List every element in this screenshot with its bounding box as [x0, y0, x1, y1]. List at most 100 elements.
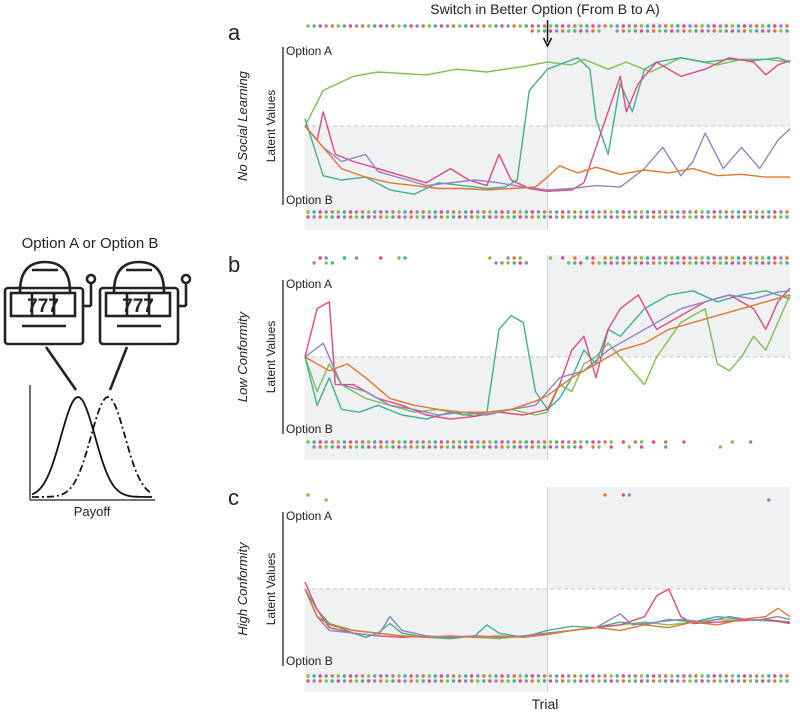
choice-dot-option-a [755, 24, 759, 28]
choice-dot-option-b [609, 210, 613, 214]
choice-dot-option-b [664, 210, 668, 214]
choice-dot-option-b [433, 445, 437, 449]
option-a-label: Option A [286, 277, 332, 291]
choice-dot-option-b [488, 674, 492, 678]
choice-dot-option-b [451, 210, 456, 214]
choice-dot-option-b [336, 440, 340, 444]
choice-dot-option-b [512, 440, 516, 444]
choice-dot-option-b [415, 215, 419, 219]
choice-dot-option-b [579, 215, 583, 219]
choice-dot-option-a [639, 24, 644, 28]
choice-dot-option-a [682, 261, 686, 265]
choice-dot-option-b [500, 445, 504, 449]
choice-dot-option-a [639, 261, 644, 265]
choice-dot-option-b [639, 215, 644, 219]
choice-dot-option-b [518, 674, 522, 678]
choice-dot-option-a [785, 256, 789, 260]
choice-dot-option-b [785, 215, 789, 219]
choice-dot-option-a [730, 24, 735, 28]
choice-dot-option-b [761, 679, 765, 683]
choice-dot-option-b [324, 440, 328, 444]
choice-dot-option-b [755, 215, 759, 219]
choice-dot-option-b [330, 210, 334, 214]
choice-dot-option-a [457, 24, 462, 28]
choice-dot-option-b [767, 215, 771, 219]
choice-dot-option-b [658, 210, 662, 214]
payoff-label: Payoff [74, 504, 111, 519]
choice-dot-option-b [306, 215, 310, 219]
choice-dot-option-b [748, 674, 753, 678]
choice-dot-option-a [403, 256, 407, 260]
choice-dot-option-b [548, 445, 553, 449]
choice-dot-option-b [427, 210, 431, 214]
choice-dot-option-a [609, 256, 613, 260]
choice-dot-option-b [536, 440, 541, 444]
choice-dot-option-a [621, 24, 625, 28]
choice-dot-option-a [658, 261, 662, 265]
choice-dot-option-b [415, 440, 419, 444]
choice-dot-option-b [318, 445, 322, 449]
choice-dot-option-a [312, 24, 316, 28]
choice-dot-option-b [482, 210, 486, 214]
switch-arrow-head [542, 37, 553, 48]
choice-dot-option-b [633, 210, 638, 214]
choice-dot-option-b [658, 674, 662, 678]
choice-dot-option-b [306, 440, 310, 444]
choice-dot-option-b [700, 679, 704, 683]
choice-dot-option-b [730, 210, 735, 214]
choice-dot-option-b [664, 674, 668, 678]
choice-dot-option-b [761, 210, 765, 214]
choice-dot-option-b [682, 215, 686, 219]
choice-dot-option-b [597, 679, 601, 683]
slot-machine-b-icon [98, 260, 192, 346]
choice-dot-option-b [773, 210, 777, 214]
choice-dot-option-b [670, 210, 674, 214]
distribution-b-curve [32, 396, 153, 498]
choice-dot-option-a [342, 24, 347, 28]
choice-dot-option-b [470, 445, 474, 449]
choice-dot-option-a [567, 24, 571, 28]
choice-dot-option-b [748, 215, 753, 219]
choice-dot-option-b [391, 215, 395, 219]
choice-dot-option-b [518, 440, 522, 444]
choice-dot-option-b [385, 674, 389, 678]
choice-dot-option-b [457, 674, 462, 678]
illustration-title: Option A or Option B [22, 235, 159, 252]
choice-dot-option-a [476, 24, 480, 28]
choice-dot-option-a [348, 24, 353, 28]
choice-dot-option-a [627, 256, 631, 260]
condition-label: High Conformity [235, 541, 250, 636]
choice-dot-option-a [755, 29, 759, 33]
choice-dot-option-b [379, 440, 383, 444]
choice-dot-option-b [421, 440, 425, 444]
choice-dot-option-b [464, 674, 468, 678]
shade-option-a-better [547, 22, 790, 126]
choice-dot-option-b [767, 674, 771, 678]
choice-dot-option-b [706, 674, 710, 678]
choice-dot-option-b [306, 210, 310, 214]
choice-dot-option-a [518, 256, 522, 260]
choice-dot-option-a [318, 24, 322, 28]
choice-dot-option-b [548, 679, 553, 683]
choice-dot-option-a [712, 29, 716, 33]
choice-dot-option-b [488, 215, 492, 219]
choice-dot-option-b [397, 679, 401, 683]
choice-dot-option-b [651, 215, 656, 219]
choice-dot-option-b [457, 445, 462, 449]
choice-dot-option-a [567, 261, 571, 265]
switch-annotation: Switch in Better Option (From B to A) [430, 1, 660, 17]
choice-dot-option-a [706, 261, 710, 265]
choice-dot-option-b [700, 210, 704, 214]
choice-dot-option-b [724, 679, 728, 683]
choice-dot-option-b [330, 445, 334, 449]
choice-dot-option-b [500, 679, 504, 683]
choice-dot-option-a [621, 256, 625, 260]
option-a-label: Option A [286, 509, 332, 523]
choice-dot-option-a [694, 256, 698, 260]
choice-dot-option-b [579, 445, 583, 449]
choice-dot-option-a [530, 24, 534, 28]
choice-dot-option-b [724, 210, 728, 214]
choice-dot-option-b [433, 215, 437, 219]
choice-dot-option-b [421, 674, 425, 678]
